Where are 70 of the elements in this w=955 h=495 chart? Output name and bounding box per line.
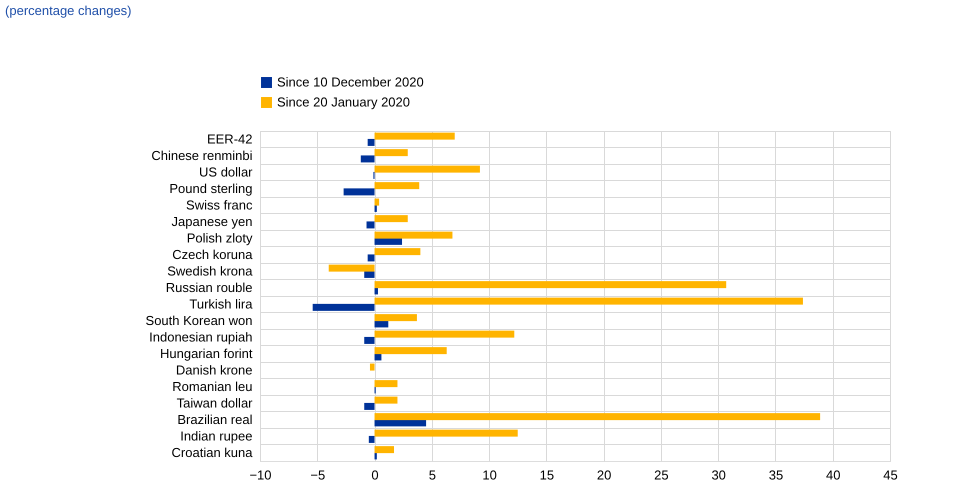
y-tick-label: Croatian kuna bbox=[172, 444, 254, 460]
bar bbox=[374, 380, 398, 388]
bar bbox=[374, 419, 426, 426]
bar bbox=[374, 215, 408, 222]
x-tick-label: 25 bbox=[654, 468, 669, 482]
x-tick-label: 20 bbox=[596, 468, 612, 482]
bar bbox=[374, 182, 420, 190]
x-tick-label: −5 bbox=[310, 468, 326, 482]
y-tick-label: Japanese yen bbox=[172, 214, 252, 229]
bar bbox=[360, 155, 375, 162]
bar bbox=[374, 166, 480, 173]
bar bbox=[374, 232, 452, 239]
bar bbox=[374, 149, 408, 156]
y-tick-label: Russian rouble bbox=[166, 280, 252, 295]
x-tick-label: 35 bbox=[768, 468, 784, 482]
y-tick-label: Danish krone bbox=[176, 362, 252, 378]
bar bbox=[364, 336, 375, 344]
bar bbox=[374, 330, 514, 338]
y-tick-label: Turkish lira bbox=[189, 296, 254, 312]
y-tick-label: Chinese renminbi bbox=[151, 148, 253, 163]
bar bbox=[328, 264, 375, 272]
y-tick-label: Hungarian forint bbox=[160, 346, 253, 361]
y-tick-label: Indian rupee bbox=[180, 428, 252, 444]
y-tick-label: Swiss franc bbox=[186, 197, 253, 212]
bar bbox=[374, 198, 380, 206]
x-tick-label: 40 bbox=[826, 468, 840, 482]
bar bbox=[370, 364, 375, 371]
bar bbox=[374, 314, 417, 322]
bar bbox=[368, 254, 375, 262]
bar bbox=[344, 188, 375, 196]
bar bbox=[374, 281, 726, 288]
y-tick-label: Czech koruna bbox=[172, 246, 254, 262]
bar bbox=[364, 270, 375, 278]
bar bbox=[374, 353, 382, 360]
x-tick-label: 30 bbox=[711, 468, 726, 482]
bar bbox=[374, 320, 388, 328]
bar bbox=[374, 132, 455, 140]
bar bbox=[374, 248, 420, 256]
x-tick-label: 0 bbox=[371, 468, 379, 482]
y-tick-label: Romanian leu bbox=[172, 378, 252, 394]
bar bbox=[374, 430, 518, 437]
bar bbox=[374, 238, 402, 245]
bar bbox=[374, 396, 398, 404]
x-tick-label: 5 bbox=[428, 468, 436, 482]
y-tick-label: US dollar bbox=[199, 164, 254, 180]
bar bbox=[368, 138, 375, 146]
bar bbox=[374, 287, 378, 294]
bar bbox=[374, 298, 803, 305]
bar bbox=[368, 436, 375, 443]
legend-label: Since 10 December 2020 bbox=[277, 74, 424, 90]
y-tick-label: Pound sterling bbox=[169, 180, 252, 196]
y-tick-label: South Korean won bbox=[146, 312, 252, 328]
bar bbox=[364, 402, 375, 410]
y-tick-label: Swedish krona bbox=[167, 263, 254, 278]
y-tick-label: Polish zloty bbox=[186, 230, 253, 246]
y-tick-label: EER-42 bbox=[206, 131, 252, 146]
bar bbox=[374, 413, 820, 420]
y-tick-label: Indonesian rupiah bbox=[149, 329, 252, 344]
bar bbox=[374, 446, 394, 454]
bar bbox=[312, 304, 375, 311]
x-tick-label: 15 bbox=[540, 468, 554, 482]
y-tick-label: Taiwan dollar bbox=[176, 395, 254, 410]
bar bbox=[374, 347, 447, 354]
text: (percentage changes) bbox=[5, 3, 132, 18]
bar bbox=[366, 221, 375, 228]
legend-label: Since 20 January 2020 bbox=[277, 94, 410, 110]
x-tick-label: 45 bbox=[883, 468, 898, 482]
x-tick-label: −10 bbox=[249, 468, 272, 482]
x-tick-label: 10 bbox=[482, 468, 497, 482]
y-tick-label: Brazilian real bbox=[177, 412, 253, 427]
